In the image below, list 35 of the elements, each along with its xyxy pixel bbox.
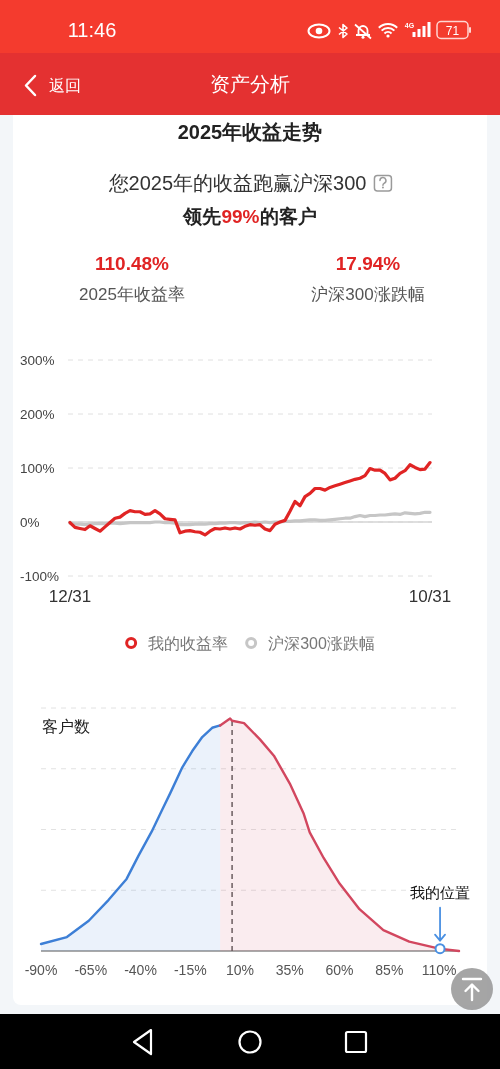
x-tick-label: 35% [275,962,304,978]
annotation: 我的位置 [410,884,471,902]
x-tick-label: -15% [173,962,207,978]
text: 领先 [182,206,222,227]
line-series [68,461,432,537]
text: 返回 [49,77,81,94]
x-tick-label: -90% [24,962,58,978]
text: 的客户 [259,206,317,227]
x-tick-label: 10% [226,962,255,978]
text: 您2025年的收益跑赢沪深300 [107,172,367,194]
text: 2025年收益走势 [177,120,323,143]
x-tick-label: 12/31 [48,586,92,606]
text: 资产分析 [210,73,290,95]
text: 沪深300涨跌幅 [311,284,425,304]
text: 2025年收益率 [79,284,185,304]
legend-label: 沪深300涨跌幅 [268,634,375,652]
text: 11:46 [67,19,117,41]
text: 71 [445,23,460,38]
x-tick-label: 10/31 [408,586,452,606]
text: 110.48% [95,252,170,274]
x-tick-label: 60% [325,962,354,978]
x-tick-label: 110% [421,962,457,978]
y-tick-label: 300% [20,352,55,368]
y-tick-label: 0% [20,514,40,530]
y-tick-label: 200% [20,406,55,422]
y-axis-title: 客户数 [42,717,90,735]
x-tick-label: -40% [124,962,157,978]
y-tick-label: -100% [20,568,60,584]
x-tick-label: -65% [74,962,108,978]
legend-label: 我的收益率 [148,634,229,652]
x-tick-label: 85% [375,962,404,978]
text: 99% [221,206,260,227]
text: 17.94% [335,252,401,274]
line-series [68,510,432,527]
y-tick-label: 100% [20,460,55,476]
